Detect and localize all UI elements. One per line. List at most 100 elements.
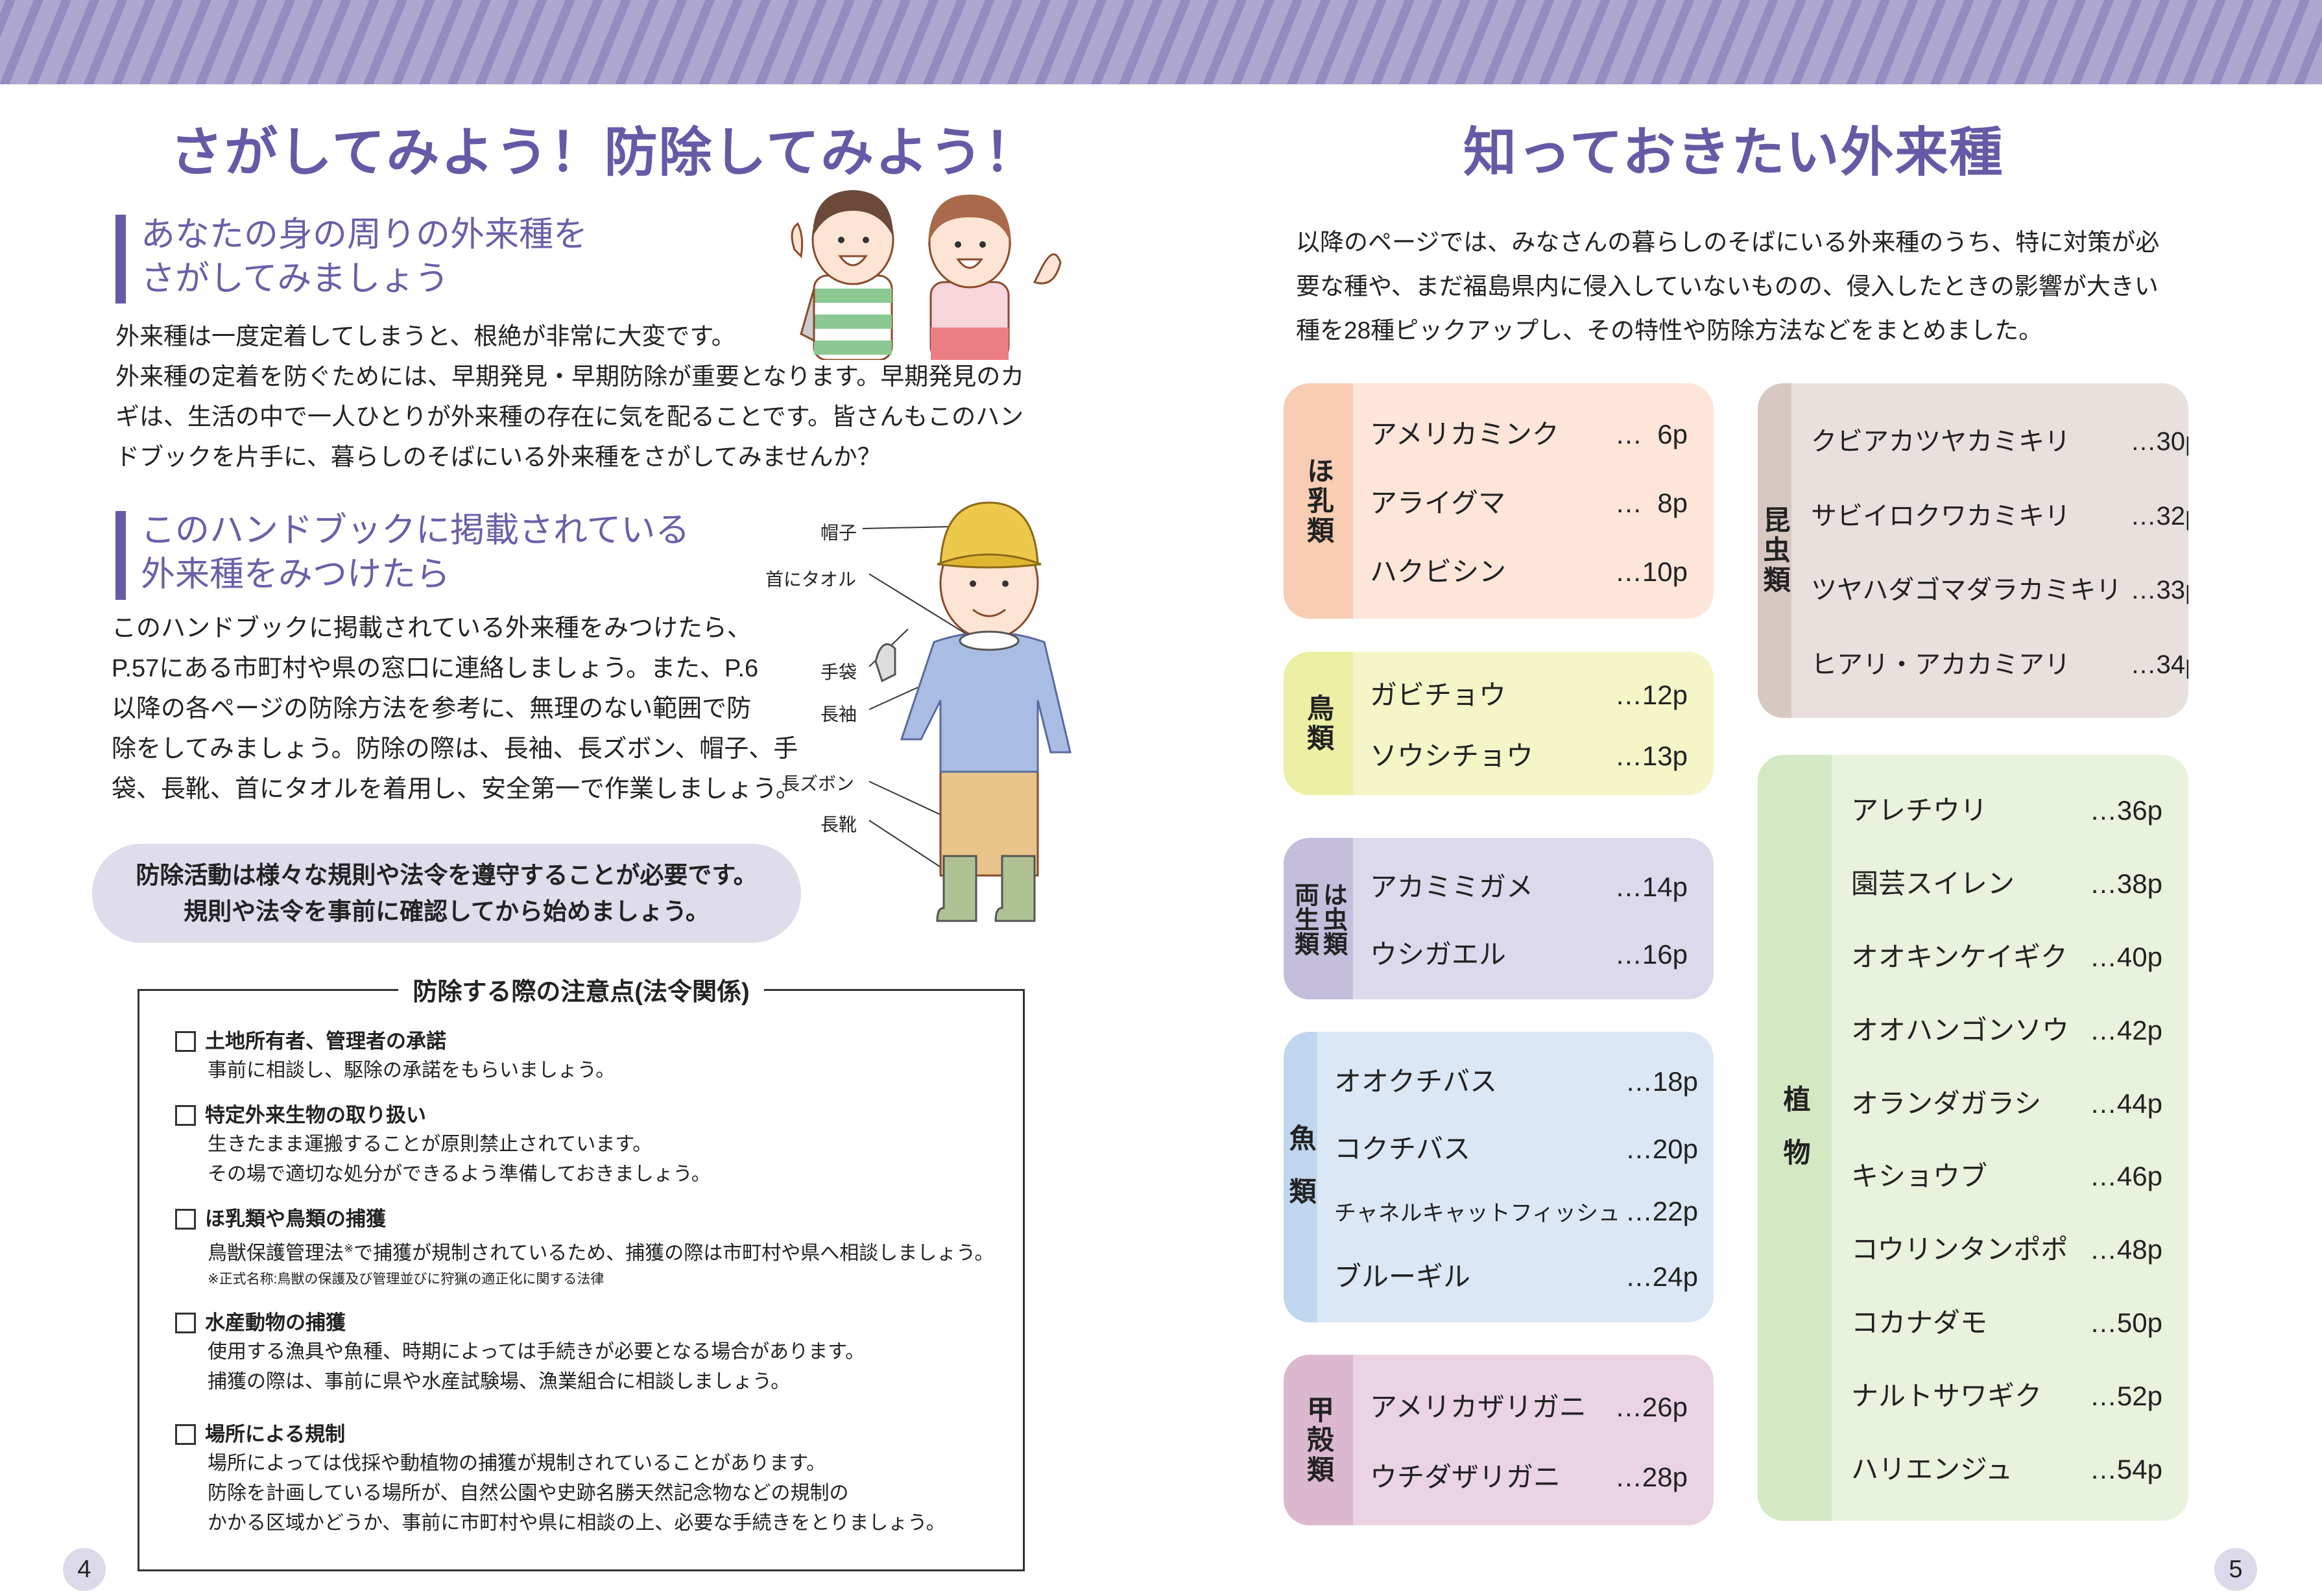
species-link[interactable]: ガビチョウ …12p bbox=[1370, 673, 1688, 713]
legal-item-text: かかる区域かどうか、事前に市町村や県に相談の上、必要な手続きをとりましょう。 bbox=[208, 1512, 946, 1534]
species-page: …54p bbox=[2089, 1454, 2162, 1485]
label-gloves: 手袋 bbox=[820, 662, 857, 682]
species-link[interactable]: クビアカツヤカミキリ …30p bbox=[1811, 420, 2188, 458]
species-name: オランダガラシ bbox=[1851, 1088, 2042, 1119]
legal-item: 水産動物の捕獲 使用する漁具や魚種、時期によっては手続きが必要となる場合がありま… bbox=[175, 1309, 865, 1397]
species-page: …24p bbox=[1625, 1261, 1698, 1292]
species-page: …44p bbox=[2089, 1088, 2162, 1119]
children-illustration bbox=[791, 190, 1062, 360]
group-mammals: ほ乳類 アメリカミンク … 6p アライグマ … 8p ハクビシン …10p bbox=[1284, 383, 1714, 619]
worker-illustration bbox=[862, 501, 1071, 922]
heading-line: 外来種をみつけたら bbox=[141, 555, 450, 593]
legal-item-title: 土地所有者、管理者の承諾 bbox=[205, 1030, 446, 1053]
species-link[interactable]: コウリンタンポポ …48p bbox=[1851, 1228, 2162, 1267]
species-link[interactable]: チャネルキャットフィッシュ …22p bbox=[1334, 1195, 1698, 1227]
heading-bar bbox=[115, 215, 126, 304]
species-link[interactable]: ハクビシン …10p bbox=[1370, 550, 1688, 590]
group-fish: 魚類 オオクチバス …18p コクチバス …20p チャネルキャットフィッシュ …22p ブ… bbox=[1284, 1032, 1714, 1322]
species-name: ハクビシン bbox=[1370, 556, 1507, 587]
legal-item-text: 防除を計画している場所が、自然公園や史跡名勝天然記念物などの規制の bbox=[208, 1483, 849, 1504]
legal-item-text: 捕獲の際は、事前に県や水産試験場、漁業組合に相談しましょう。 bbox=[208, 1371, 791, 1392]
species-page: …52p bbox=[2089, 1381, 2162, 1412]
species-page: …14p bbox=[1614, 872, 1688, 903]
intro-line: 要な種や、まだ福島県内に侵入していないものの、侵入したときの影響が大きい bbox=[1296, 273, 2159, 300]
species-link[interactable]: ツヤハダゴマダラカミキリ …33p bbox=[1811, 569, 2188, 606]
legal-item-title: 特定外来生物の取り扱い bbox=[205, 1104, 426, 1126]
checkbox[interactable] bbox=[175, 1031, 196, 1052]
species-link[interactable]: アメリカミンク … 6p bbox=[1370, 412, 1688, 452]
group-birds: 鳥類 ガビチョウ …12p ソウシチョウ …13p bbox=[1284, 652, 1714, 795]
species-link[interactable]: ナルトサワギク …52p bbox=[1851, 1374, 2162, 1414]
species-link[interactable]: ヒアリ・アカカミアリ …34p bbox=[1811, 643, 2188, 681]
section2-body: このハンドブックに掲載されている外来種をみつけたら、 P.57にある市町村や県の… bbox=[112, 608, 800, 809]
species-page: …46p bbox=[2089, 1161, 2162, 1192]
species-link[interactable]: アカミミガメ …14p bbox=[1370, 865, 1688, 905]
species-link[interactable]: コクチバス …20p bbox=[1334, 1127, 1698, 1167]
body-line: 除をしてみましょう。防除の際は、長袖、長ズボン、帽子、手 bbox=[112, 735, 798, 763]
group-label: 甲殻類 bbox=[1303, 1395, 1334, 1485]
species-name: ガビチョウ bbox=[1370, 680, 1507, 710]
legal-item-text: 場所によっては伐採や動植物の捕獲が規制されていることがあります。 bbox=[208, 1453, 826, 1474]
species-link[interactable]: キショウブ …46p bbox=[1851, 1154, 2162, 1194]
checkbox[interactable] bbox=[175, 1105, 196, 1126]
species-link[interactable]: ウチダザリガニ …28p bbox=[1370, 1455, 1688, 1495]
species-link[interactable]: アメリカザリガニ …26p bbox=[1370, 1385, 1688, 1425]
species-page: …32p bbox=[2130, 501, 2188, 530]
legal-item-title: ほ乳類や鳥類の捕獲 bbox=[205, 1208, 386, 1230]
species-name: コカナダモ bbox=[1851, 1307, 1988, 1339]
species-link[interactable]: アレチウリ …36p bbox=[1851, 789, 2162, 828]
species-page: …33p bbox=[2130, 576, 2188, 605]
group-plants: 植物 アレチウリ …36p 園芸スイレン …38p オオキンケイギク …40p オオハンゴン… bbox=[1758, 755, 2188, 1521]
body-line: このハンドブックに掲載されている外来種をみつけたら、 bbox=[112, 615, 752, 642]
species-link[interactable]: オオハンゴンソウ …42p bbox=[1851, 1008, 2162, 1048]
species-page: …34p bbox=[2130, 650, 2188, 680]
species-name: クビアカツヤカミキリ bbox=[1811, 427, 2070, 456]
species-link[interactable]: ブルーギル …24p bbox=[1334, 1255, 1698, 1294]
body-line: 袋、長靴、首にタオルを着用し、安全第一で作業しましょう。 bbox=[112, 776, 800, 803]
species-name: キショウブ bbox=[1851, 1161, 1988, 1192]
notice-line: 規則や法令を事前に確認してから始めましょう。 bbox=[184, 898, 710, 925]
species-page: …50p bbox=[2089, 1307, 2162, 1339]
checkbox[interactable] bbox=[175, 1424, 196, 1445]
species-name: オオハンゴンソウ bbox=[1851, 1014, 2070, 1045]
heading-line: あなたの身の周りの外来種を bbox=[141, 215, 588, 254]
species-link[interactable]: ウシガエル …16p bbox=[1370, 933, 1688, 972]
species-page: … 6p bbox=[1614, 419, 1688, 449]
species-name: オオクチバス bbox=[1334, 1066, 1498, 1097]
label-sleeves: 長袖 bbox=[820, 704, 857, 724]
species-link[interactable]: ソウシチョウ …13p bbox=[1370, 734, 1688, 774]
legal-footnote: ※正式名称:鳥獣の保護及び管理並びに狩猟の適正化に関する法律 bbox=[208, 1272, 604, 1287]
group-label: 植物 bbox=[1780, 1084, 1810, 1191]
species-page: …26p bbox=[1614, 1392, 1688, 1422]
legal-item-text: その場で適切な処分ができるよう準備しておきましょう。 bbox=[208, 1163, 711, 1185]
species-name: ハリエンジュ bbox=[1851, 1454, 2013, 1485]
legal-item: ほ乳類や鳥類の捕獲 鳥獣保護管理法※で捕獲が規制されているため、捕獲の際は市町村… bbox=[175, 1205, 994, 1291]
species-link[interactable]: オオキンケイギク …40p bbox=[1851, 935, 2162, 975]
group-label: 両生類 bbox=[1290, 881, 1318, 956]
legal-item: 土地所有者、管理者の承諾 事前に相談し、駆除の承諾をもらいましょう。 bbox=[175, 1027, 615, 1086]
species-link[interactable]: アライグマ … 8p bbox=[1370, 481, 1688, 521]
species-name: ウチダザリガニ bbox=[1370, 1462, 1561, 1492]
species-page: …30p bbox=[2130, 427, 2188, 456]
checkbox[interactable] bbox=[175, 1313, 196, 1333]
species-name: アライグマ bbox=[1370, 488, 1506, 518]
species-link[interactable]: サビイロクワカミキリ …32p bbox=[1811, 495, 2188, 532]
species-link[interactable]: ハリエンジュ …54p bbox=[1851, 1447, 2162, 1487]
legal-item-text: 鳥獣保護管理法※で捕獲が規制されているため、捕獲の際は市町村や県へ相談しましょう… bbox=[208, 1242, 994, 1264]
checkbox[interactable] bbox=[175, 1209, 196, 1230]
species-link[interactable]: オランダガラシ …44p bbox=[1851, 1082, 2162, 1121]
species-name: ソウシチョウ bbox=[1370, 741, 1534, 771]
species-page: …38p bbox=[2089, 868, 2162, 899]
species-page: … 8p bbox=[1614, 488, 1688, 518]
body-line: ドブックを片手に、暮らしのそばにいる外来種をさがしてみませんか？ bbox=[115, 444, 881, 470]
intro-line: 以降のページでは、みなさんの暮らしのそばにいる外来種のうち、特に対策が必 bbox=[1296, 229, 2160, 256]
species-page: …20p bbox=[1625, 1134, 1698, 1165]
species-link[interactable]: オオクチバス …18p bbox=[1334, 1060, 1698, 1099]
species-link[interactable]: 園芸スイレン …38p bbox=[1851, 862, 2162, 901]
legal-item: 場所による規制 場所によっては伐採や動植物の捕獲が規制されていることがあります。… bbox=[175, 1420, 946, 1538]
section1-body: 外来種は一度定着してしまうと、根絶が非常に大変です。 外来種の定着を防ぐためには… bbox=[115, 316, 1024, 477]
species-name: オオキンケイギク bbox=[1851, 941, 2068, 972]
legal-notes-title: 防除する際の注意点(法令関係) bbox=[398, 979, 764, 1006]
species-link[interactable]: コカナダモ …50p bbox=[1851, 1301, 2162, 1340]
species-name: 園芸スイレン bbox=[1851, 868, 2015, 899]
